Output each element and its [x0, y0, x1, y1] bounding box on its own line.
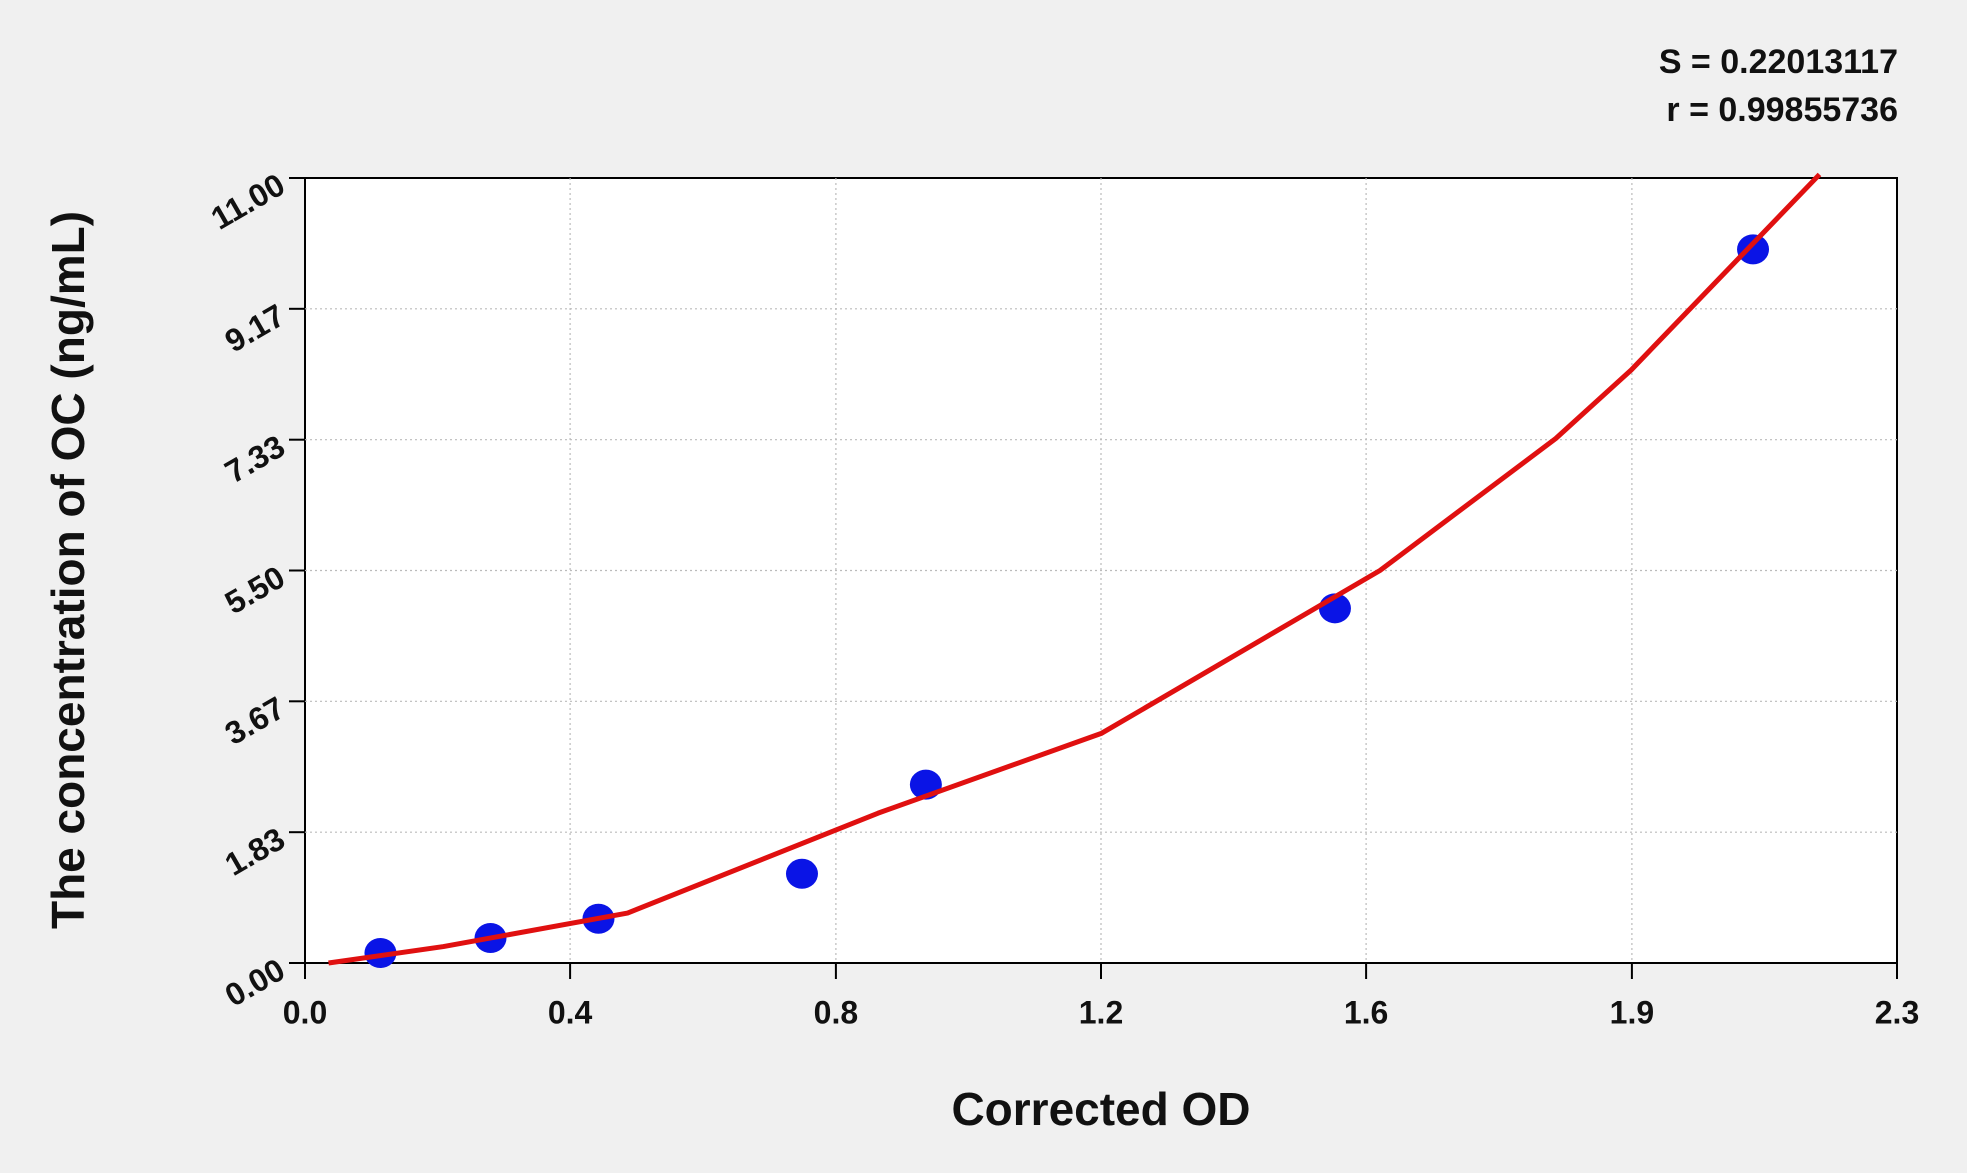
data-point: [1737, 234, 1770, 265]
annotation: r = 0.99855736: [1666, 91, 1898, 129]
x-tick-label: 1.2: [1079, 994, 1123, 1030]
x-tick-label: 1.9: [1610, 994, 1654, 1030]
x-tick-label: 0.4: [548, 994, 593, 1030]
x-tick-label: 0.0: [283, 994, 327, 1030]
annotation: S = 0.22013117: [1659, 43, 1898, 81]
x-axis-label: Corrected OD: [951, 1083, 1250, 1135]
x-tick-label: 2.3: [1875, 994, 1919, 1030]
x-tick-label: 0.8: [814, 994, 858, 1030]
data-point: [364, 938, 397, 969]
y-axis-label: The concentration of OC (ng/mL): [42, 211, 94, 929]
data-point: [785, 858, 818, 889]
x-tick-label: 1.6: [1344, 994, 1388, 1030]
fit-curve: [328, 172, 1822, 966]
